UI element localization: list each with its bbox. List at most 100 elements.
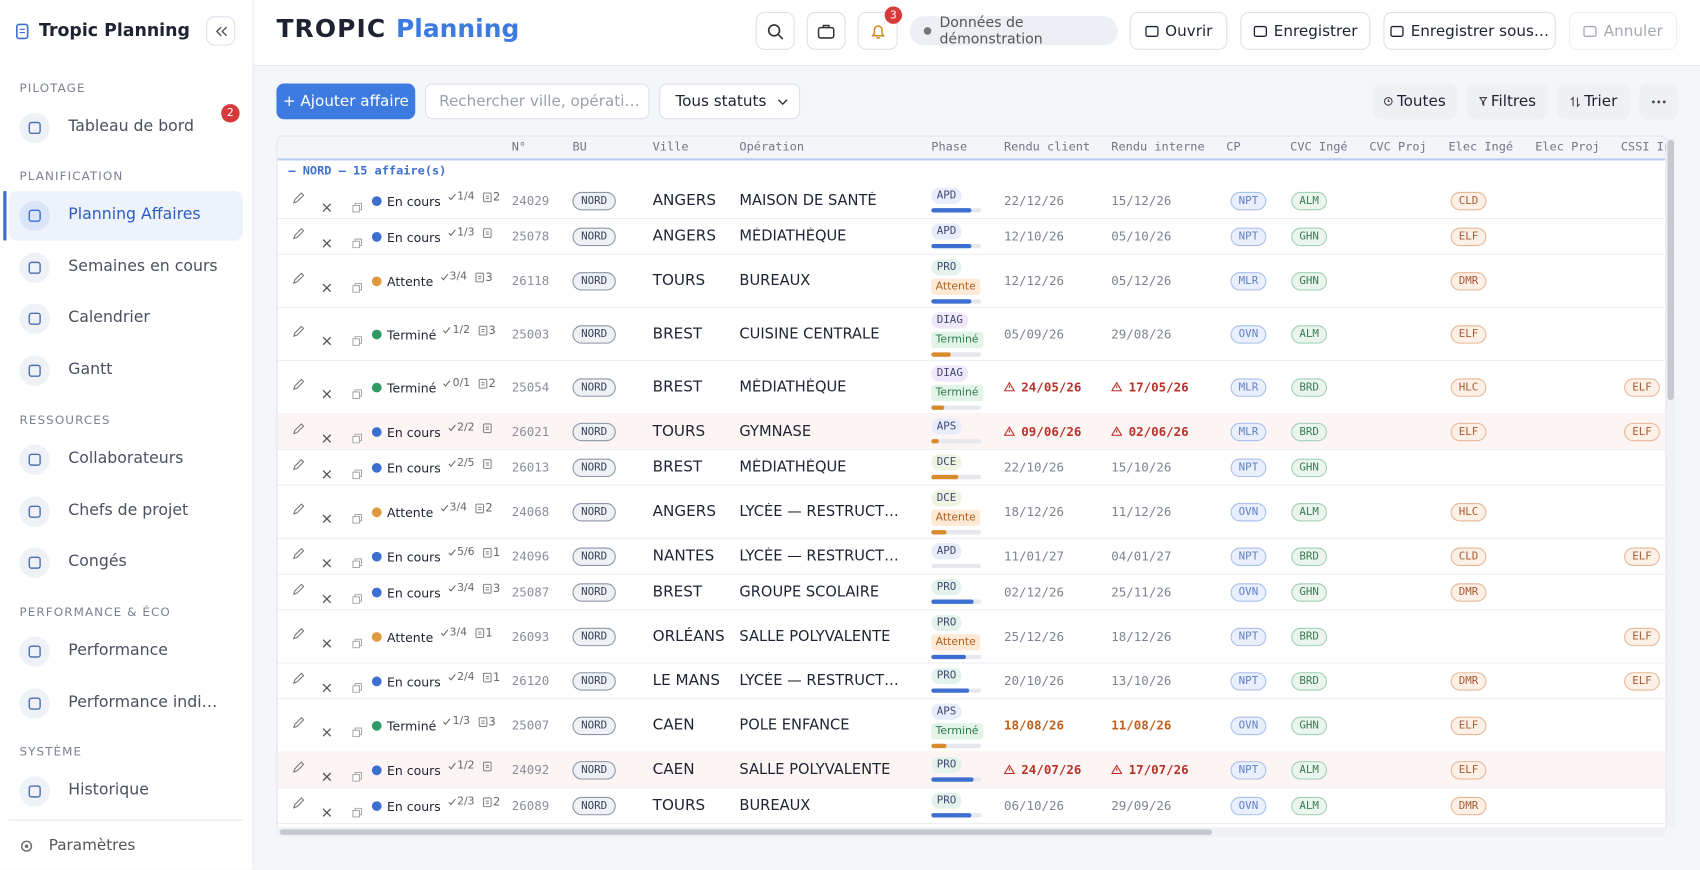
edit-icon[interactable] [292, 712, 305, 733]
edit-icon[interactable] [292, 623, 305, 644]
edit-icon[interactable] [292, 578, 305, 599]
nav-item[interactable]: Performance individuelle [68, 693, 226, 711]
nav-item[interactable]: Tableau de bord [68, 118, 194, 136]
nav-item[interactable]: Chefs de projet [68, 501, 189, 519]
delete-icon[interactable] [322, 427, 332, 448]
portfolio-button[interactable] [806, 11, 846, 50]
settings-link[interactable]: Paramètres [20, 837, 135, 854]
task-progress: 1/4 [447, 191, 475, 203]
duplicate-icon[interactable] [352, 231, 363, 252]
due-date-label: 24/05/26 [1021, 378, 1082, 395]
nav-item[interactable]: Performance [68, 641, 168, 660]
notification-badge: 3 [884, 6, 903, 24]
doc-count-label: 1 [492, 545, 501, 559]
delete-icon[interactable] [322, 382, 332, 403]
duplicate-icon[interactable] [352, 276, 363, 297]
vertical-scrollbar[interactable] [1666, 137, 1676, 828]
phase-status: Attente [931, 509, 981, 526]
duplicate-icon[interactable] [352, 801, 363, 822]
search-button[interactable] [755, 11, 795, 50]
edit-icon[interactable] [292, 454, 305, 475]
delete-icon[interactable] [322, 507, 332, 528]
delete-icon[interactable] [322, 196, 332, 217]
bu-pill: NORD [572, 324, 616, 344]
operation: CUISINE CENTRALE [739, 324, 880, 343]
duplicate-icon[interactable] [352, 632, 363, 653]
nav-item[interactable]: Planning Affaires [68, 205, 201, 224]
due-date-label: 02/12/26 [1003, 583, 1065, 600]
header-button[interactable]: Ouvrir [1129, 11, 1228, 50]
nav-item[interactable]: Historique [68, 781, 149, 800]
edit-icon[interactable] [292, 667, 305, 688]
status-label: Attente [387, 504, 434, 520]
edit-icon[interactable] [292, 418, 305, 439]
search-input[interactable]: Rechercher ville, opération, N°. [424, 83, 650, 120]
duplicate-icon[interactable] [352, 551, 363, 572]
due-date-label: 05/09/26 [1003, 325, 1065, 341]
duplicate-icon[interactable] [352, 676, 363, 697]
cp-pill: OVN [1230, 582, 1267, 602]
filters-button[interactable]: Filtres [1466, 83, 1549, 120]
cp-pill: MLR [1230, 271, 1267, 291]
project-number: 25007 [511, 717, 550, 733]
duplicate-icon[interactable] [352, 427, 363, 448]
add-button[interactable]: + Ajouter affaire [276, 83, 416, 120]
doc-count-label: 3 [485, 270, 493, 284]
duplicate-icon[interactable] [352, 765, 363, 786]
phase-pill: PRO [931, 667, 962, 684]
status-label: En cours [387, 762, 441, 778]
duplicate-icon[interactable] [352, 507, 363, 528]
header-button[interactable]: Enregistrer sous… [1383, 11, 1556, 50]
delete-icon[interactable] [322, 587, 332, 608]
status-cell: Terminé 1/2 3 [371, 324, 496, 342]
task-progress: 2/2 [447, 422, 475, 434]
due-date: 25/11/26 [1111, 584, 1171, 599]
phase-progress [931, 654, 967, 660]
header-button[interactable]: Annuler [1568, 11, 1678, 50]
nav-icon [19, 688, 50, 719]
city: ANGERS [652, 191, 716, 209]
nav-item[interactable]: Collaborateurs [68, 449, 184, 468]
collapse-button[interactable] [205, 16, 236, 46]
phase-status: Terminé [931, 384, 983, 402]
status-label: En cours [387, 229, 441, 245]
project-number: 26118 [511, 272, 550, 288]
header-button[interactable]: Enregistrer [1240, 11, 1371, 50]
delete-icon[interactable] [322, 720, 332, 741]
edit-icon[interactable] [292, 187, 305, 208]
nav-item[interactable]: Gantt [68, 361, 113, 379]
delete-icon[interactable] [322, 329, 332, 350]
edit-icon[interactable] [292, 543, 305, 564]
nav-item[interactable]: Calendrier [68, 309, 150, 327]
edit-icon[interactable] [292, 756, 305, 777]
edit-icon[interactable] [292, 320, 305, 341]
delete-icon[interactable] [322, 801, 332, 822]
phase-status: Attente [931, 634, 981, 651]
duplicate-icon[interactable] [352, 382, 363, 403]
delete-icon[interactable] [322, 231, 332, 252]
duplicate-icon[interactable] [352, 587, 363, 608]
edit-icon[interactable] [292, 374, 305, 395]
duplicate-icon[interactable] [352, 720, 363, 741]
nav-item[interactable]: Congés [68, 553, 127, 571]
due-date-label: 18/12/26 [1111, 628, 1172, 644]
duplicate-icon[interactable] [352, 329, 363, 350]
delete-icon[interactable] [322, 632, 332, 653]
scope-button[interactable]: Toutes [1372, 83, 1458, 120]
nav-item[interactable]: Semaines en cours [68, 257, 218, 276]
delete-icon[interactable] [322, 276, 332, 297]
horizontal-scrollbar[interactable] [276, 827, 1665, 837]
edit-icon[interactable] [292, 267, 305, 288]
delete-icon[interactable] [322, 676, 332, 697]
delete-icon[interactable] [322, 551, 332, 572]
delete-icon[interactable] [322, 462, 332, 483]
more-button[interactable] [1639, 83, 1679, 120]
status-select[interactable]: Tous statuts [659, 83, 801, 120]
edit-icon[interactable] [292, 498, 305, 519]
delete-icon[interactable] [322, 765, 332, 786]
duplicate-icon[interactable] [352, 196, 363, 217]
sort-button[interactable]: Trier [1556, 83, 1631, 120]
duplicate-icon[interactable] [352, 462, 363, 483]
edit-icon[interactable] [292, 792, 305, 813]
edit-icon[interactable] [292, 223, 305, 244]
